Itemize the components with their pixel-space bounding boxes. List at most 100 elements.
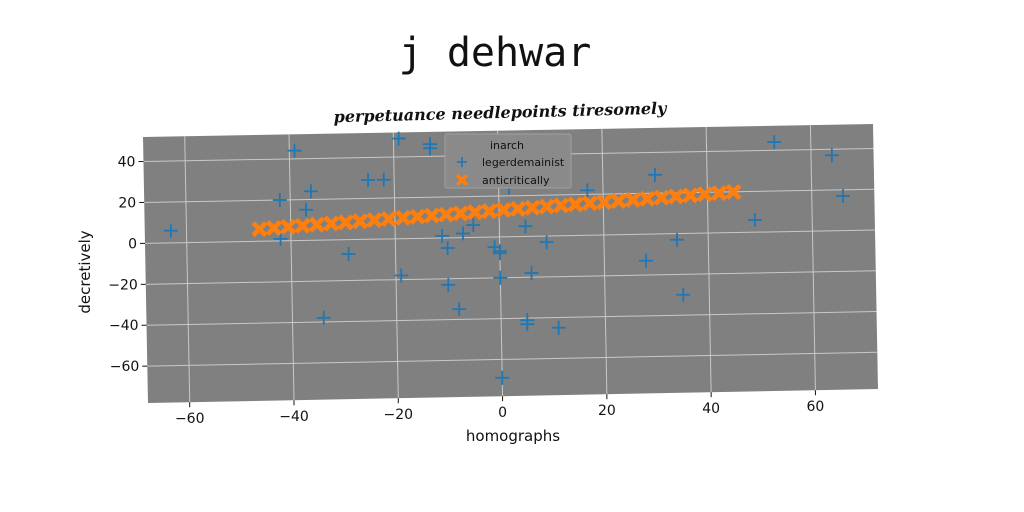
- data-point: [767, 135, 782, 150]
- data-point: [265, 220, 282, 237]
- data-point: [669, 232, 684, 247]
- data-point: [676, 287, 691, 302]
- data-point: [273, 231, 288, 246]
- data-point: [495, 370, 510, 385]
- x-tick-label: 60: [807, 399, 825, 415]
- data-point: [466, 218, 481, 233]
- data-point: [456, 174, 468, 186]
- legend-label-anticritically: anticritically: [482, 174, 550, 187]
- data-point: [682, 187, 699, 204]
- x-tick-label: −40: [279, 409, 309, 425]
- data-point: [520, 313, 535, 328]
- data-point: [481, 203, 498, 220]
- data-point: [272, 193, 287, 208]
- grid-line-x: [288, 134, 295, 401]
- data-point: [667, 188, 684, 205]
- data-point: [380, 211, 397, 228]
- y-axis-ticks: −60 −40 −20 0 20 40: [108, 155, 148, 375]
- grid-line-x: [392, 132, 399, 399]
- y-tick-label: −40: [109, 318, 139, 334]
- plot-area: −60 −40 −20 0 20 40 60 −60 −40 −20 0 20 40: [108, 124, 878, 427]
- data-point: [341, 246, 356, 261]
- grid-line-x: [601, 128, 608, 395]
- data-point: [438, 206, 455, 223]
- legend-title: inarch: [490, 139, 524, 152]
- y-tick-label: −20: [108, 277, 138, 293]
- data-point: [567, 196, 584, 213]
- y-tick-label: 40: [118, 155, 136, 171]
- data-point: [395, 209, 412, 226]
- series-legerdemainist: [163, 131, 851, 385]
- data-point: [711, 185, 728, 202]
- data-point: [376, 172, 391, 187]
- data-point: [639, 190, 656, 207]
- data-point: [323, 215, 340, 232]
- x-tick-label: 40: [702, 401, 720, 417]
- x-tick-label: −20: [384, 407, 414, 423]
- data-point: [551, 320, 566, 335]
- grid-line-y: [144, 188, 875, 203]
- data-point: [423, 141, 438, 156]
- y-axis-label: decretively: [76, 230, 94, 313]
- grid-line-y: [146, 311, 877, 326]
- data-point: [466, 204, 483, 221]
- data-point: [409, 208, 426, 225]
- data-point: [337, 214, 354, 231]
- data-point: [639, 253, 654, 268]
- data-point: [538, 198, 555, 215]
- y-tick-label: 0: [128, 236, 137, 252]
- data-point: [287, 143, 302, 158]
- legend-marker-legerdemainist: [457, 157, 467, 167]
- data-point: [435, 228, 450, 243]
- data-point: [824, 148, 839, 163]
- data-point: [294, 217, 311, 234]
- data-point: [316, 310, 331, 325]
- data-point: [455, 226, 470, 241]
- data-point: [747, 212, 762, 227]
- data-point: [493, 270, 508, 285]
- data-point: [553, 197, 570, 214]
- data-point: [423, 207, 440, 224]
- x-tick-label: 20: [598, 403, 616, 419]
- legend-box: [444, 133, 572, 189]
- data-point: [441, 277, 456, 292]
- data-point: [624, 191, 641, 208]
- data-point: [696, 186, 713, 203]
- grid-line-x: [809, 125, 816, 391]
- y-tick-label: −60: [110, 359, 140, 375]
- data-point: [725, 183, 742, 200]
- data-point: [308, 216, 325, 233]
- data-point: [580, 183, 595, 198]
- y-tick-label: 20: [118, 195, 136, 211]
- data-point: [653, 189, 670, 206]
- x-axis-ticks: −60 −40 −20 0 20 40 60: [175, 390, 824, 427]
- data-point: [510, 200, 527, 217]
- grid-lines: [143, 125, 878, 403]
- data-point: [303, 184, 318, 199]
- data-point: [524, 199, 541, 216]
- x-tick-label: 0: [498, 405, 507, 421]
- legend-marker-anticritically: [456, 174, 468, 186]
- data-point: [524, 266, 539, 281]
- data-point: [394, 268, 409, 283]
- grid-line-y: [147, 351, 878, 367]
- data-point: [366, 212, 383, 229]
- grid-line-y: [145, 270, 876, 285]
- data-point: [299, 202, 314, 217]
- data-point: [836, 188, 851, 203]
- x-axis-label: homographs: [466, 427, 560, 445]
- data-point: [391, 131, 406, 146]
- data-point: [280, 218, 297, 235]
- data-point: [440, 241, 455, 256]
- grid-line-x: [705, 126, 712, 393]
- legend-label-legerdemainist: legerdemainist: [482, 156, 565, 169]
- data-point: [452, 302, 467, 317]
- page-title: j dehwar: [398, 30, 592, 76]
- data-point: [647, 167, 662, 182]
- data-point: [539, 235, 554, 250]
- data-point: [596, 194, 613, 211]
- grid-line-y: [144, 229, 876, 244]
- data-point: [610, 192, 627, 209]
- data-point: [251, 221, 268, 238]
